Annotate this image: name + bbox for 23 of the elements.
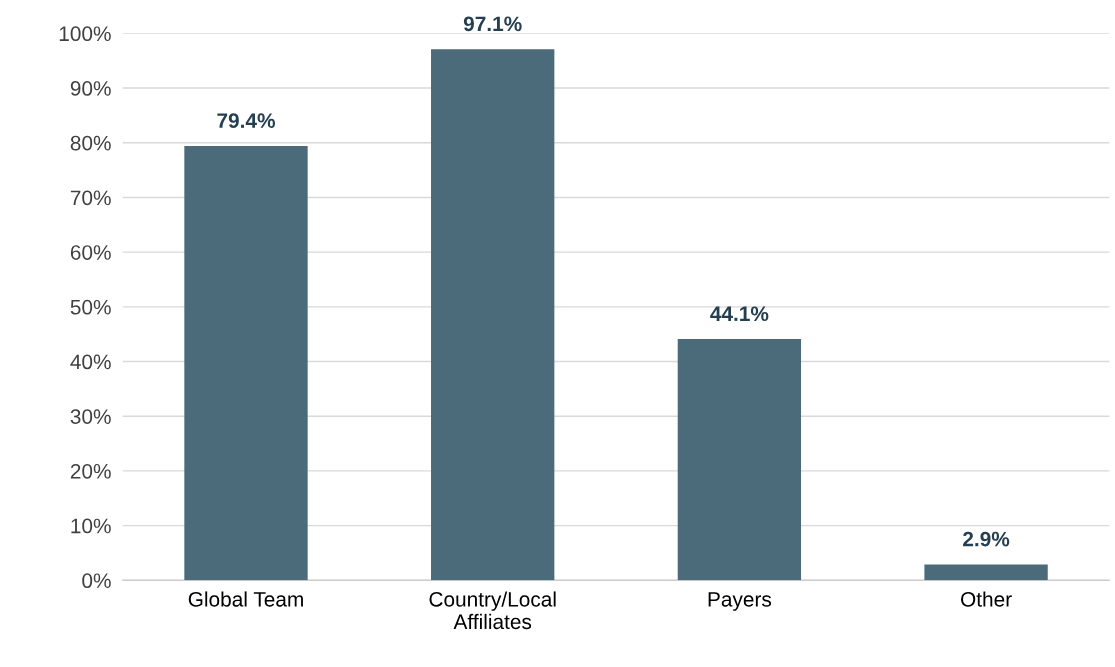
x-tick-label: Global Team: [188, 591, 303, 607]
y-tick-label: 50%: [70, 299, 111, 315]
bar: [924, 564, 1048, 581]
y-tick-label: 100%: [59, 26, 111, 42]
y-tick-label: 30%: [70, 409, 111, 424]
bar: [184, 146, 308, 581]
data-label: 97.1%: [463, 16, 522, 32]
bar: [431, 49, 555, 581]
data-label: 79.4%: [217, 113, 275, 129]
y-tick-label: 40%: [70, 354, 111, 370]
x-tick-label: Other: [961, 591, 1012, 607]
data-label: 44.1%: [710, 306, 769, 322]
y-tick-label: 0%: [82, 573, 111, 589]
y-tick-label: 80%: [70, 135, 111, 151]
y-tick-label: 70%: [70, 190, 111, 206]
y-tick-label: 60%: [70, 245, 111, 260]
bar: [677, 339, 802, 581]
x-tick-label: Payers: [708, 592, 772, 611]
y-tick-label: 20%: [70, 463, 111, 479]
y-tick-label: 10%: [71, 518, 111, 534]
data-label: 2.9%: [963, 531, 1010, 547]
x-tick-label: Country/Local Affiliates: [429, 591, 556, 630]
y-tick-label: 90%: [70, 81, 111, 96]
